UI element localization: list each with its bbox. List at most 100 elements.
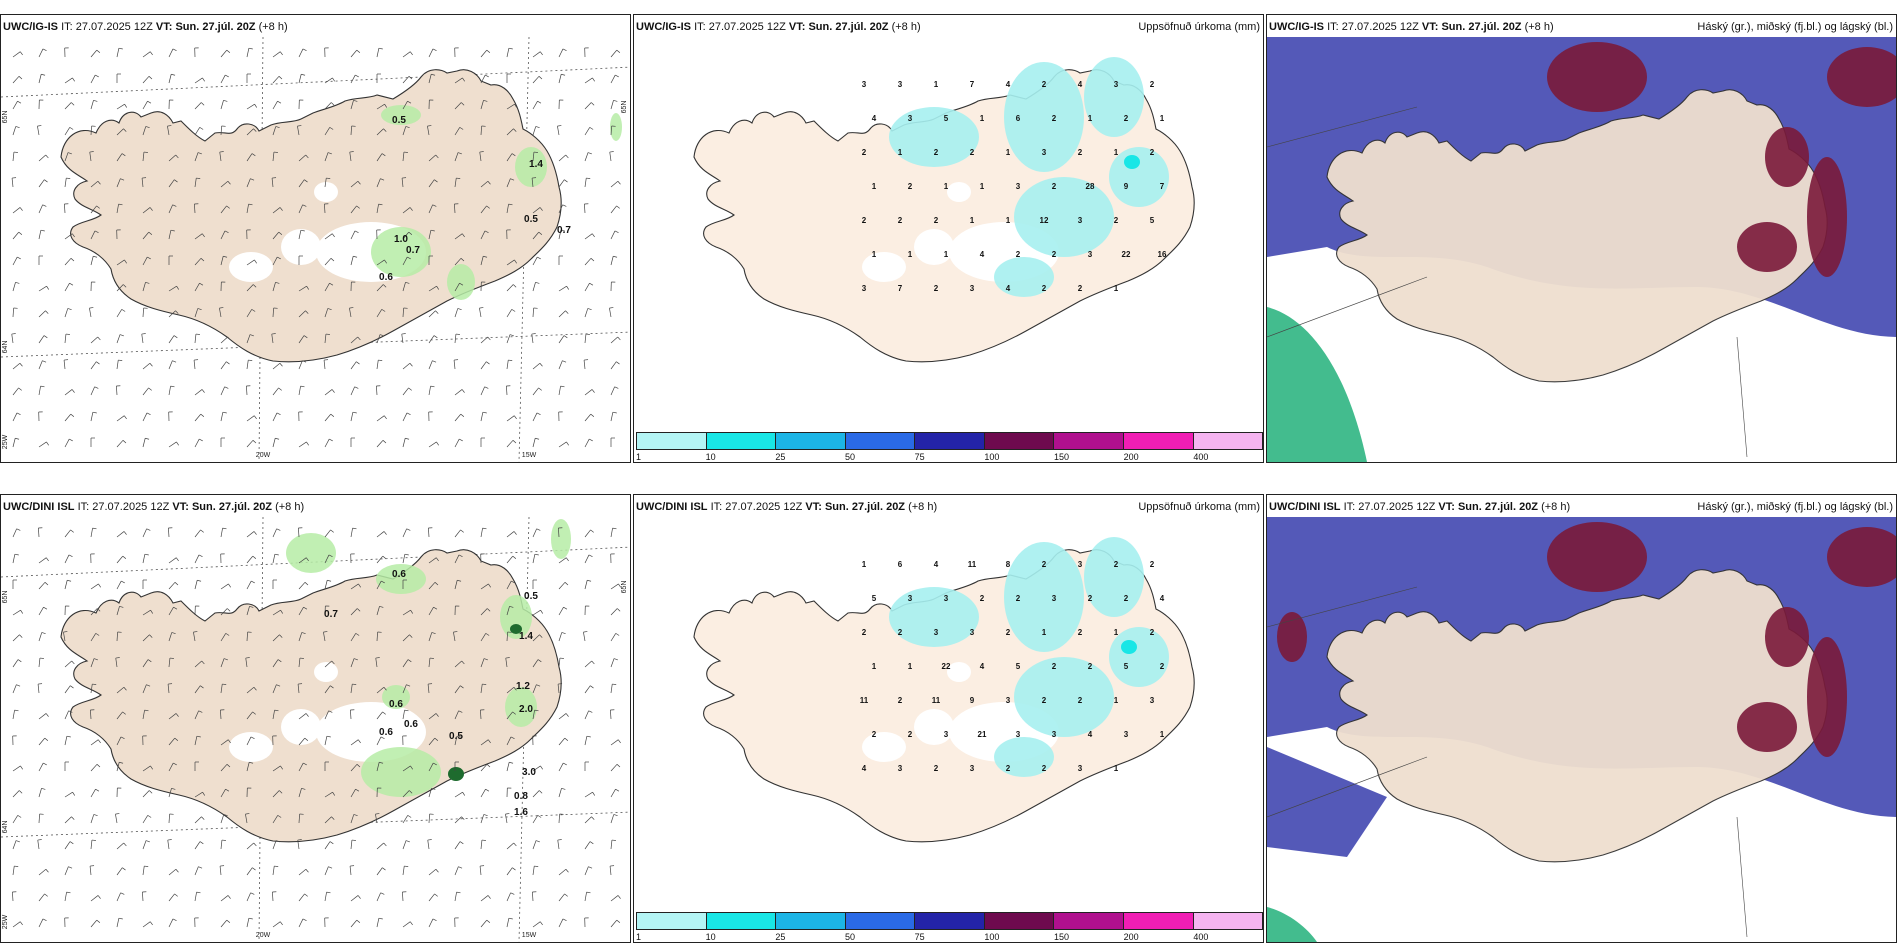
- wind-barb: [350, 125, 352, 136]
- wind-barb: [532, 231, 540, 240]
- wind-barb: [428, 632, 433, 642]
- wind-barb-feather: [69, 438, 73, 442]
- wind-barb: [479, 866, 482, 876]
- wind-barb-feather: [536, 528, 541, 531]
- wind-barb: [168, 557, 177, 564]
- wind-barb: [194, 580, 198, 590]
- wind-barb-feather: [17, 100, 22, 104]
- wind-barb-feather: [379, 761, 384, 764]
- wind-barb: [168, 179, 175, 188]
- precip-value: 2: [1006, 628, 1011, 637]
- wind-barb-feather: [508, 917, 513, 920]
- wind-barb: [402, 765, 411, 772]
- wind-barb: [194, 866, 199, 876]
- wind-barb-feather: [45, 868, 49, 873]
- wind-barb: [116, 631, 118, 642]
- wind-barb: [506, 606, 510, 616]
- iceland-landmass: [60, 69, 562, 389]
- wind-barb: [298, 179, 305, 188]
- wind-barb: [38, 310, 46, 318]
- wind-barb-feather: [357, 739, 361, 744]
- wind-barb: [558, 48, 564, 58]
- wind-barb-feather: [405, 840, 410, 843]
- wind-barb: [298, 632, 303, 642]
- wind-barb-feather: [174, 737, 179, 741]
- wind-barb: [506, 631, 508, 642]
- wind-barb-feather: [249, 761, 254, 764]
- precip-value: 3: [1078, 764, 1083, 773]
- wind-barb-feather: [331, 389, 335, 393]
- glacier: [316, 702, 426, 762]
- high-cloud: [1807, 637, 1847, 757]
- wind-barb: [90, 336, 98, 344]
- wind-barb: [376, 606, 380, 616]
- wind-barb-feather: [280, 610, 284, 614]
- wind-barb: [532, 765, 541, 772]
- wind-barb: [428, 607, 434, 616]
- wind-value: 0.8: [514, 791, 528, 802]
- wind-barb: [532, 840, 537, 850]
- colorbar-tick: 200: [1123, 452, 1139, 462]
- precip-value: 2: [1078, 148, 1083, 157]
- wind-barb: [584, 736, 588, 746]
- wind-barb: [610, 814, 615, 824]
- wind-barb-feather: [70, 258, 75, 262]
- wind-barb: [38, 179, 45, 188]
- wind-barb: [375, 814, 378, 824]
- wind-barb: [64, 580, 68, 590]
- wind-barb-feather: [380, 892, 385, 895]
- glacier: [947, 182, 971, 202]
- precip-value: 1: [934, 80, 939, 89]
- it-label: IT:: [77, 501, 90, 513]
- wind-barb: [349, 152, 352, 162]
- wind-barb-feather: [563, 606, 568, 610]
- wind-barb-feather: [404, 709, 409, 712]
- wind-barb-feather: [505, 813, 510, 815]
- wind-barb: [220, 386, 225, 396]
- wind-barb-feather: [275, 282, 280, 284]
- wind-barb-feather: [124, 104, 128, 108]
- wind-barb-feather: [330, 529, 334, 533]
- wind-barb: [194, 529, 201, 538]
- wind-barb: [220, 528, 223, 538]
- model-name: UWC/IG-IS: [1269, 21, 1324, 33]
- wind-barb: [402, 101, 408, 110]
- wind-barb: [584, 841, 591, 850]
- wind-barb: [506, 103, 515, 110]
- wind-barb-feather: [458, 866, 463, 869]
- longitude-line: [258, 517, 264, 942]
- wind-barb: [194, 102, 202, 110]
- wind-barb: [610, 528, 613, 538]
- wind-barb-feather: [276, 528, 281, 531]
- wind-barb-feather: [174, 179, 178, 183]
- high-cloud: [1547, 42, 1647, 112]
- wind-barb: [428, 154, 436, 162]
- wind-barb: [480, 230, 486, 240]
- precip-value: 3: [1052, 730, 1057, 739]
- wind-barb-feather: [459, 127, 464, 130]
- wind-barb: [194, 152, 199, 162]
- wind-barb: [324, 258, 332, 266]
- wind-barb-feather: [226, 49, 231, 53]
- precip-value: 2: [898, 628, 903, 637]
- wind-barb: [272, 659, 279, 668]
- wind-barb-feather: [306, 441, 309, 446]
- wind-barb: [297, 684, 300, 694]
- wind-barb-feather: [44, 893, 48, 897]
- grid-label: 15W: [522, 932, 537, 939]
- wind-barb-feather: [141, 333, 146, 335]
- wind-barb: [246, 360, 249, 370]
- wind-barb-feather: [384, 104, 388, 108]
- wind-barb: [246, 842, 254, 850]
- wind-barb-feather: [461, 389, 465, 393]
- wind-barb-feather: [408, 76, 413, 80]
- wind-barb: [12, 438, 16, 448]
- wind-barb-feather: [617, 336, 621, 341]
- wind-barb: [610, 125, 612, 136]
- wind-barb: [194, 389, 203, 396]
- lead-time: (+8 h): [258, 21, 288, 33]
- wind-barb: [167, 840, 170, 850]
- wind-barb: [324, 283, 330, 292]
- wind-barb: [350, 528, 353, 538]
- precip-value: 2: [1042, 764, 1047, 773]
